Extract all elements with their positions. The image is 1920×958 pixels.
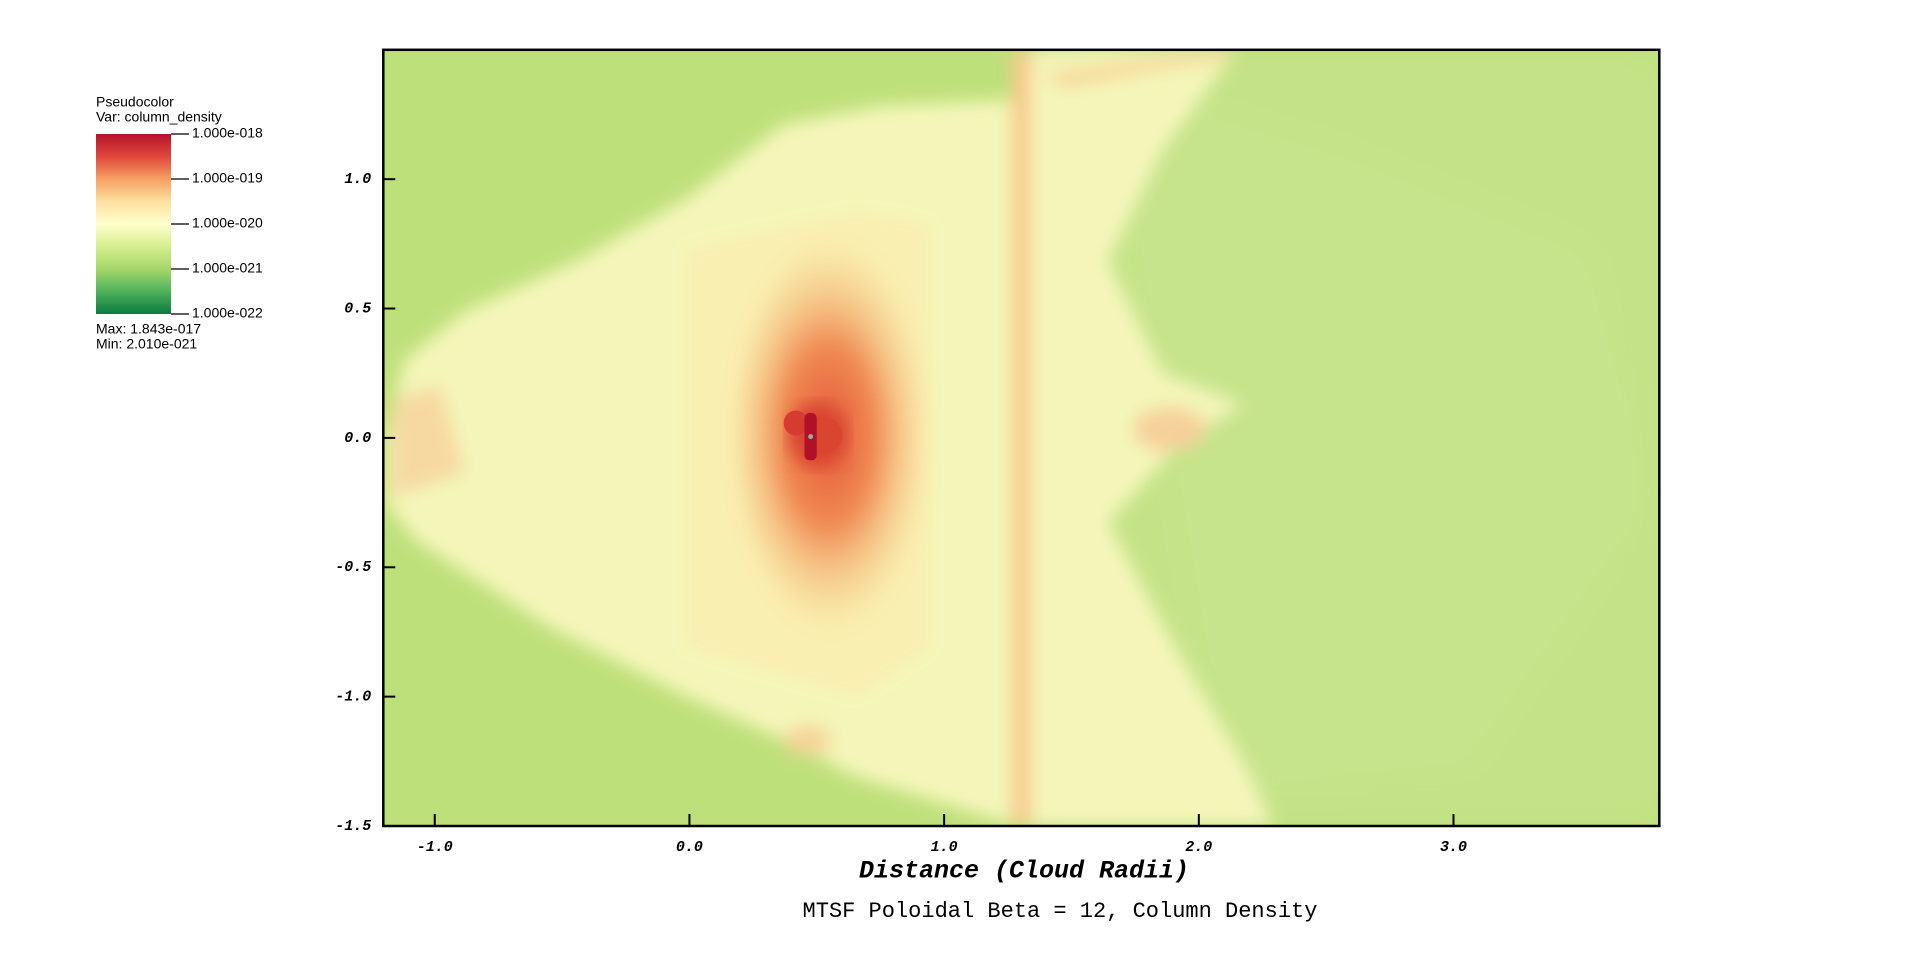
x-tick-label: 1.0 <box>931 839 958 856</box>
x-tick-label: -1.0 <box>417 839 453 856</box>
colorbar-tick-label: 1.000e-018 <box>192 125 263 141</box>
y-tick-label: -0.5 <box>335 559 371 576</box>
colorbar-tick-label: 1.000e-019 <box>192 170 263 186</box>
y-tick-label: -1.0 <box>335 689 371 706</box>
y-tick-label: 0.5 <box>344 301 371 318</box>
field-image <box>383 49 1660 827</box>
x-tick-label: 0.0 <box>676 839 703 856</box>
colorbar-tick-label: 1.000e-020 <box>192 215 263 231</box>
legend-variable: Var: column_density <box>96 109 222 125</box>
colorbar-tick-label: 1.000e-021 <box>192 260 263 276</box>
x-axis-label: Distance (Cloud Radii) <box>859 857 1189 886</box>
legend-title: Pseudocolor <box>96 94 174 110</box>
y-tick-label: -1.5 <box>335 818 371 835</box>
x-tick-label: 3.0 <box>1440 839 1467 856</box>
y-tick-label: 0.0 <box>344 430 371 447</box>
y-tick-label: 1.0 <box>344 171 371 188</box>
legend-min: Min: 2.010e-021 <box>96 336 197 352</box>
colorbar <box>96 134 171 314</box>
colorbar-tick-label: 1.000e-022 <box>192 305 263 321</box>
chart-title: MTSF Poloidal Beta = 12, Column Density <box>803 899 1318 924</box>
legend-max: Max: 1.843e-017 <box>96 321 201 337</box>
x-tick-label: 2.0 <box>1185 839 1212 856</box>
